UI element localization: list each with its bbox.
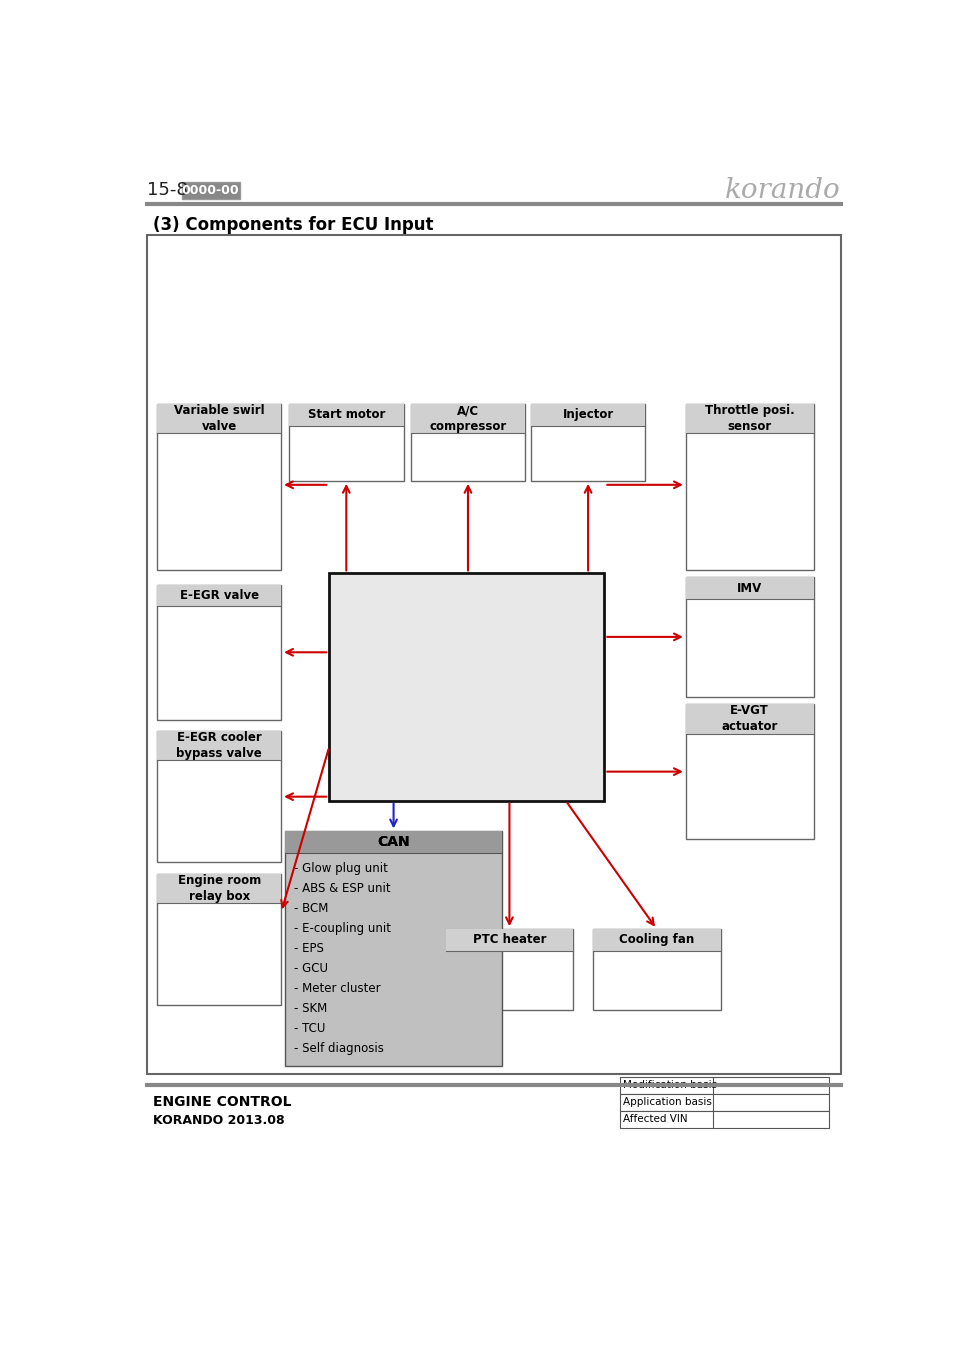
Text: korando: korando	[725, 177, 841, 204]
Text: Cooling fan: Cooling fan	[619, 933, 694, 947]
Bar	[685, 577, 814, 599]
Bar	[285, 831, 502, 853]
Bar	[620, 1111, 829, 1127]
Text: - SKM: - SKM	[295, 1002, 327, 1014]
Bar	[157, 403, 281, 569]
Bar	[157, 585, 281, 720]
Bar	[289, 403, 403, 425]
Bar	[592, 929, 721, 1010]
Text: Throttle posi.
sensor: Throttle posi. sensor	[705, 405, 795, 433]
Text: PTC heater: PTC heater	[472, 933, 546, 947]
Text: A/C
compressor: A/C compressor	[429, 405, 507, 433]
Bar	[620, 1077, 829, 1095]
Bar	[182, 182, 240, 200]
Text: - Self diagnosis: - Self diagnosis	[295, 1042, 384, 1055]
Bar	[157, 873, 281, 1005]
Bar	[329, 573, 605, 800]
Bar	[411, 403, 525, 481]
Text: Affected VIN: Affected VIN	[623, 1115, 687, 1124]
Bar	[531, 403, 645, 481]
Bar	[445, 929, 573, 1010]
Text: 15-8: 15-8	[147, 181, 188, 198]
Bar	[685, 403, 814, 569]
Bar	[685, 705, 814, 733]
Bar	[592, 929, 721, 951]
Text: Injector: Injector	[563, 409, 613, 421]
Text: 0000-00: 0000-00	[181, 185, 239, 197]
Bar	[445, 929, 573, 951]
Text: Application basis: Application basis	[623, 1097, 712, 1107]
Bar	[157, 873, 281, 903]
Text: - Meter cluster: - Meter cluster	[295, 982, 381, 995]
Text: Start motor: Start motor	[307, 409, 385, 421]
Text: Engine room
relay box: Engine room relay box	[178, 873, 261, 903]
Text: - E-coupling unit: - E-coupling unit	[295, 922, 392, 934]
Bar	[157, 403, 281, 433]
Text: IMV: IMV	[737, 581, 762, 595]
Text: ENGINE CONTROL: ENGINE CONTROL	[153, 1096, 291, 1109]
Bar	[157, 731, 281, 862]
Text: (3) Components for ECU Input: (3) Components for ECU Input	[153, 216, 433, 234]
Bar	[531, 403, 645, 425]
Bar	[285, 831, 502, 1066]
Text: Variable swirl
valve: Variable swirl valve	[174, 405, 265, 433]
Text: - TCU: - TCU	[295, 1023, 325, 1035]
Text: CAN: CAN	[377, 835, 410, 849]
Text: KORANDO 2013.08: KORANDO 2013.08	[153, 1114, 284, 1127]
Bar	[289, 403, 403, 481]
Bar	[157, 585, 281, 607]
Text: - GCU: - GCU	[295, 961, 328, 975]
Bar	[411, 403, 525, 433]
Text: E-EGR cooler
bypass valve: E-EGR cooler bypass valve	[177, 732, 262, 760]
Text: Modification basis: Modification basis	[623, 1081, 717, 1090]
Bar	[620, 1095, 829, 1111]
Bar	[685, 705, 814, 839]
Text: E-VGT
actuator: E-VGT actuator	[722, 705, 778, 733]
Bar	[147, 235, 841, 1074]
Bar	[685, 577, 814, 697]
Text: - BCM: - BCM	[295, 902, 328, 915]
Text: CAN: CAN	[377, 835, 410, 849]
Bar	[157, 731, 281, 760]
Text: - EPS: - EPS	[295, 942, 324, 955]
Bar	[685, 403, 814, 433]
Text: - ABS & ESP unit: - ABS & ESP unit	[295, 881, 391, 895]
Text: - Glow plug unit: - Glow plug unit	[295, 862, 388, 875]
Text: E-EGR valve: E-EGR valve	[180, 589, 259, 602]
